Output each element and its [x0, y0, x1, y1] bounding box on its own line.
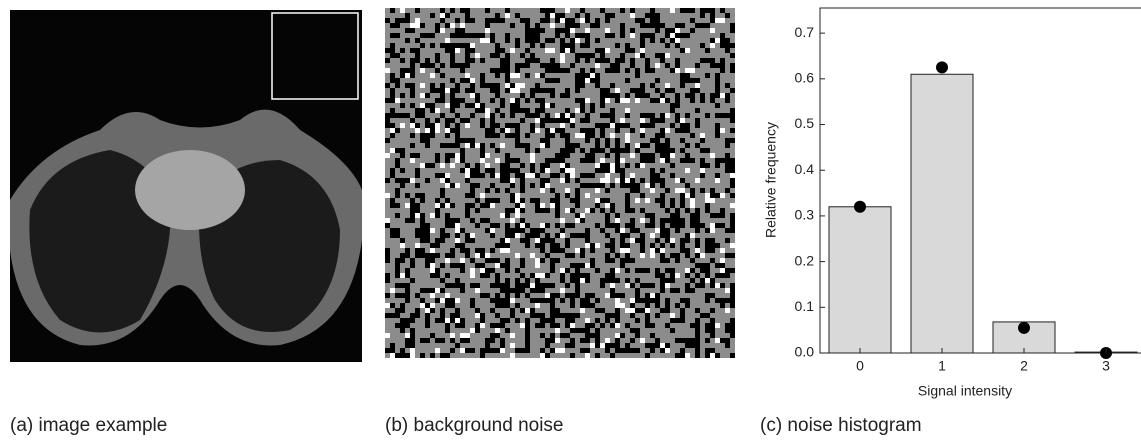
y-tick-label: 0.5: [795, 115, 815, 131]
x-tick-label: 1: [938, 358, 946, 374]
y-tick-label: 0.6: [795, 70, 815, 86]
mri-image: [10, 10, 362, 362]
caption: (b) background noise: [385, 415, 564, 436]
point: [1018, 322, 1030, 334]
y-tick-label: 0.0: [795, 344, 815, 360]
y-tick-label: 0.1: [795, 298, 815, 314]
y-tick-label: 0.3: [795, 207, 815, 223]
figure: (a) image example (b) background noise (…: [0, 0, 1141, 441]
point: [854, 201, 866, 213]
x-tick-label: 2: [1020, 358, 1028, 374]
noise-image: [385, 8, 735, 358]
bar: [911, 74, 973, 353]
y-axis-label: Relative frequency: [763, 122, 779, 238]
y-tick-label: 0.4: [795, 161, 815, 177]
bar: [829, 207, 891, 353]
x-tick-label: 3: [1102, 358, 1110, 374]
x-tick-label: 0: [856, 358, 864, 374]
x-axis-label: Signal intensity: [918, 383, 1012, 399]
heart: [135, 150, 245, 230]
y-tick-label: 0.2: [795, 252, 815, 268]
caption: (c) noise histogram: [760, 415, 922, 436]
y-tick-label: 0.7: [795, 24, 815, 40]
caption: (a) image example: [10, 415, 167, 436]
point: [936, 61, 948, 73]
